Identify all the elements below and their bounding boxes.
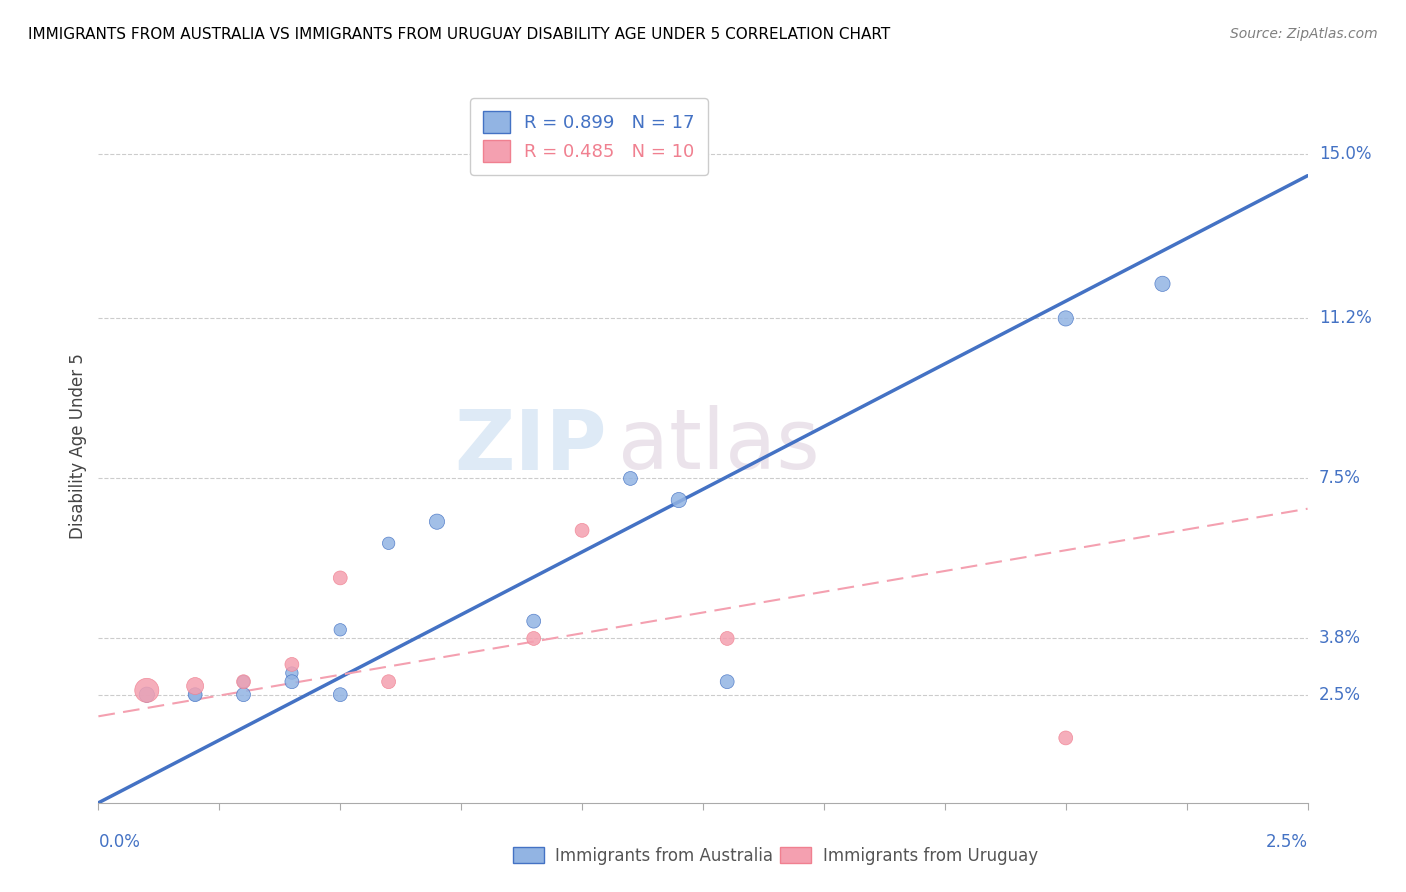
Point bbox=[619, 471, 641, 485]
Point bbox=[281, 666, 304, 681]
Point bbox=[232, 674, 254, 689]
Text: 15.0%: 15.0% bbox=[1319, 145, 1371, 163]
Point bbox=[716, 632, 738, 646]
Text: 2.5%: 2.5% bbox=[1265, 833, 1308, 851]
Point bbox=[135, 683, 157, 698]
Text: ZIP: ZIP bbox=[454, 406, 606, 486]
Point bbox=[184, 688, 207, 702]
Text: 3.8%: 3.8% bbox=[1319, 630, 1361, 648]
Point bbox=[571, 524, 593, 538]
Point bbox=[1054, 311, 1077, 326]
Point bbox=[523, 614, 546, 628]
Point bbox=[668, 493, 690, 508]
Point bbox=[329, 571, 352, 585]
Point bbox=[135, 688, 157, 702]
Point bbox=[232, 674, 254, 689]
Text: atlas: atlas bbox=[619, 406, 820, 486]
Point bbox=[716, 674, 738, 689]
Point bbox=[523, 632, 546, 646]
Point bbox=[1054, 731, 1077, 745]
Text: 11.2%: 11.2% bbox=[1319, 310, 1371, 327]
Point bbox=[1152, 277, 1174, 291]
Text: Immigrants from Australia: Immigrants from Australia bbox=[555, 847, 773, 865]
Text: 0.0%: 0.0% bbox=[98, 833, 141, 851]
Text: 2.5%: 2.5% bbox=[1319, 686, 1361, 704]
Text: IMMIGRANTS FROM AUSTRALIA VS IMMIGRANTS FROM URUGUAY DISABILITY AGE UNDER 5 CORR: IMMIGRANTS FROM AUSTRALIA VS IMMIGRANTS … bbox=[28, 27, 890, 42]
Point bbox=[184, 679, 207, 693]
Point bbox=[377, 536, 399, 550]
Text: Immigrants from Uruguay: Immigrants from Uruguay bbox=[823, 847, 1038, 865]
Point bbox=[281, 674, 304, 689]
Y-axis label: Disability Age Under 5: Disability Age Under 5 bbox=[69, 353, 87, 539]
Point bbox=[426, 515, 449, 529]
Text: Source: ZipAtlas.com: Source: ZipAtlas.com bbox=[1230, 27, 1378, 41]
Point bbox=[377, 674, 399, 689]
Point bbox=[184, 688, 207, 702]
Point bbox=[329, 623, 352, 637]
Point bbox=[281, 657, 304, 672]
Point bbox=[329, 688, 352, 702]
Point bbox=[232, 688, 254, 702]
Legend: R = 0.899   N = 17, R = 0.485   N = 10: R = 0.899 N = 17, R = 0.485 N = 10 bbox=[470, 98, 707, 175]
Text: 7.5%: 7.5% bbox=[1319, 469, 1361, 487]
